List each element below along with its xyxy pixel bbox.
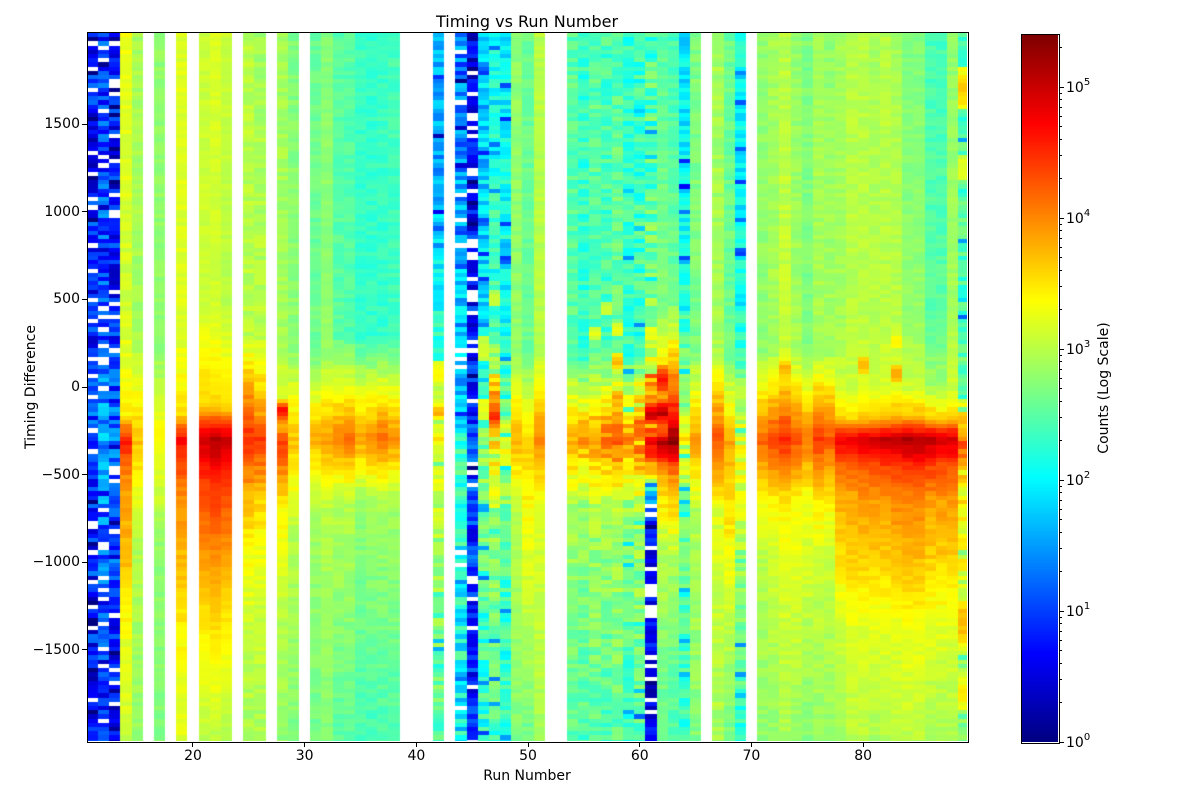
x-tick-mark <box>639 742 641 747</box>
x-tick-mark <box>862 742 864 747</box>
colorbar-minor-tick <box>1059 571 1062 573</box>
colorbar-minor-tick <box>1059 518 1062 520</box>
colorbar-minor-tick <box>1059 155 1062 157</box>
colorbar-minor-tick <box>1059 237 1062 239</box>
colorbar-minor-tick <box>1059 269 1062 271</box>
colorbar-minor-tick <box>1059 440 1062 442</box>
colorbar-tick-mark <box>1059 610 1064 612</box>
colorbar-minor-tick <box>1059 115 1062 117</box>
x-tick-label: 50 <box>519 748 537 764</box>
y-tick-mark <box>82 561 87 563</box>
colorbar-tick-mark <box>1059 741 1064 743</box>
colorbar-minor-tick <box>1059 548 1062 550</box>
colorbar-minor-tick <box>1059 662 1062 664</box>
x-tick-mark <box>415 742 417 747</box>
colorbar-canvas <box>1022 35 1058 742</box>
colorbar-tick-mark <box>1059 479 1064 481</box>
chart-title: Timing vs Run Number <box>435 12 619 31</box>
x-tick-label: 60 <box>630 748 649 764</box>
colorbar-minor-tick <box>1059 531 1062 533</box>
y-tick-label: 1500 <box>44 116 80 133</box>
x-tick-mark <box>527 742 529 747</box>
colorbar-minor-tick <box>1059 499 1062 501</box>
colorbar-minor-tick <box>1059 679 1062 680</box>
colorbar-minor-tick <box>1059 230 1062 232</box>
y-tick-label: −1500 <box>32 641 80 658</box>
colorbar-minor-tick <box>1059 492 1062 494</box>
colorbar-minor-tick <box>1059 178 1062 180</box>
y-tick-mark <box>82 211 87 213</box>
y-tick-mark <box>82 649 87 651</box>
heatmap-canvas <box>88 33 967 741</box>
colorbar-minor-tick <box>1059 508 1062 510</box>
x-tick-label: 40 <box>407 748 426 764</box>
colorbar-minor-tick <box>1059 361 1062 363</box>
colorbar-minor-tick <box>1059 377 1062 379</box>
colorbar-minor-tick <box>1059 246 1062 248</box>
colorbar-minor-tick <box>1059 485 1062 487</box>
colorbar-frame <box>1021 34 1060 744</box>
x-tick-mark <box>750 742 752 747</box>
y-tick-mark <box>82 298 87 300</box>
colorbar-minor-tick <box>1059 286 1062 288</box>
colorbar-minor-tick <box>1059 138 1062 140</box>
y-tick-label: −1000 <box>32 554 80 571</box>
x-tick-label: 30 <box>295 748 314 764</box>
x-tick-label: 80 <box>854 748 873 764</box>
colorbar-minor-tick <box>1059 417 1062 419</box>
colorbar-minor-tick <box>1059 257 1062 259</box>
colorbar-minor-tick <box>1059 623 1062 625</box>
colorbar-minor-tick <box>1059 368 1062 370</box>
colorbar-tick-mark <box>1059 86 1064 88</box>
colorbar-minor-tick <box>1059 387 1062 389</box>
colorbar-tick-label: 101 <box>1066 601 1091 620</box>
x-tick-mark <box>192 742 194 747</box>
x-tick-label: 70 <box>742 748 761 764</box>
colorbar-tick-label: 104 <box>1066 208 1091 227</box>
colorbar-tick-mark <box>1059 217 1064 219</box>
y-tick-label: 500 <box>53 291 80 308</box>
y-tick-mark <box>82 386 87 388</box>
y-tick-label: 1000 <box>44 203 80 220</box>
colorbar-minor-tick <box>1059 354 1062 356</box>
colorbar-minor-tick <box>1059 309 1062 311</box>
colorbar-minor-tick <box>1059 126 1062 128</box>
colorbar-minor-tick <box>1059 106 1062 108</box>
colorbar-minor-tick <box>1059 616 1062 618</box>
x-tick-mark <box>304 742 306 747</box>
colorbar-minor-tick <box>1059 400 1062 402</box>
y-tick-label: −500 <box>41 466 80 483</box>
colorbar-minor-tick <box>1059 47 1062 49</box>
colorbar-tick-mark <box>1059 348 1064 350</box>
colorbar-label: Counts (Log Scale) <box>1096 322 1112 454</box>
colorbar-minor-tick <box>1059 630 1062 632</box>
colorbar-tick-label: 100 <box>1066 732 1091 751</box>
y-axis-label: Timing Difference <box>23 325 39 449</box>
y-tick-mark <box>82 474 87 476</box>
x-axis-label: Run Number <box>483 768 571 784</box>
colorbar-minor-tick <box>1059 223 1062 225</box>
colorbar-tick-label: 103 <box>1066 339 1091 358</box>
x-tick-label: 20 <box>184 748 202 764</box>
y-tick-mark <box>82 123 87 125</box>
heatmap-plot-frame <box>87 32 969 743</box>
colorbar-minor-tick <box>1059 649 1062 651</box>
colorbar-minor-tick <box>1059 702 1062 704</box>
colorbar-minor-tick <box>1059 639 1062 641</box>
colorbar-minor-tick <box>1059 99 1062 101</box>
y-tick-label: 0 <box>71 379 80 395</box>
colorbar-tick-label: 105 <box>1066 77 1091 96</box>
colorbar-tick-label: 102 <box>1066 470 1091 489</box>
colorbar-minor-tick <box>1059 92 1062 94</box>
